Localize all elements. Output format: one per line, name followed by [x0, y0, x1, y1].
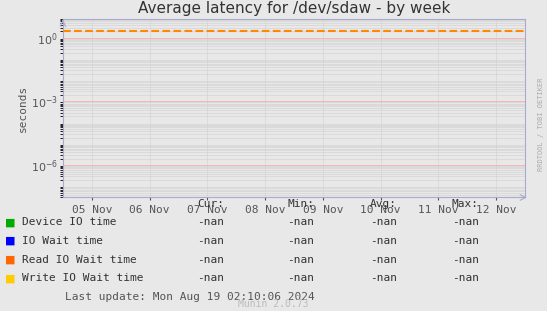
Text: Avg:: Avg:: [370, 199, 397, 209]
Text: -nan: -nan: [288, 255, 315, 265]
Text: IO Wait time: IO Wait time: [22, 236, 103, 246]
Text: ■: ■: [5, 273, 16, 283]
Text: -nan: -nan: [370, 255, 397, 265]
Text: -nan: -nan: [197, 255, 224, 265]
Title: Average latency for /dev/sdaw - by week: Average latency for /dev/sdaw - by week: [138, 1, 450, 16]
Text: -nan: -nan: [452, 217, 479, 227]
Text: -nan: -nan: [452, 273, 479, 283]
Text: RRDTOOL / TOBI OETIKER: RRDTOOL / TOBI OETIKER: [538, 78, 544, 171]
Text: Device IO time: Device IO time: [22, 217, 117, 227]
Text: Cur:: Cur:: [197, 199, 224, 209]
Text: ■: ■: [5, 255, 16, 265]
Text: ■: ■: [5, 236, 16, 246]
Text: -nan: -nan: [288, 217, 315, 227]
Text: -nan: -nan: [197, 236, 224, 246]
Text: -nan: -nan: [197, 217, 224, 227]
Text: -nan: -nan: [370, 217, 397, 227]
Text: ■: ■: [5, 217, 16, 227]
Text: -nan: -nan: [370, 273, 397, 283]
Y-axis label: seconds: seconds: [18, 85, 28, 132]
Text: Max:: Max:: [452, 199, 479, 209]
Text: -nan: -nan: [452, 255, 479, 265]
Text: -nan: -nan: [197, 273, 224, 283]
Text: Munin 2.0.73: Munin 2.0.73: [238, 299, 309, 309]
Text: Read IO Wait time: Read IO Wait time: [22, 255, 137, 265]
Text: Write IO Wait time: Write IO Wait time: [22, 273, 143, 283]
Text: -nan: -nan: [288, 236, 315, 246]
Text: -nan: -nan: [452, 236, 479, 246]
Text: -nan: -nan: [370, 236, 397, 246]
Text: -nan: -nan: [288, 273, 315, 283]
Text: Min:: Min:: [288, 199, 315, 209]
Text: Last update: Mon Aug 19 02:10:06 2024: Last update: Mon Aug 19 02:10:06 2024: [65, 292, 315, 302]
